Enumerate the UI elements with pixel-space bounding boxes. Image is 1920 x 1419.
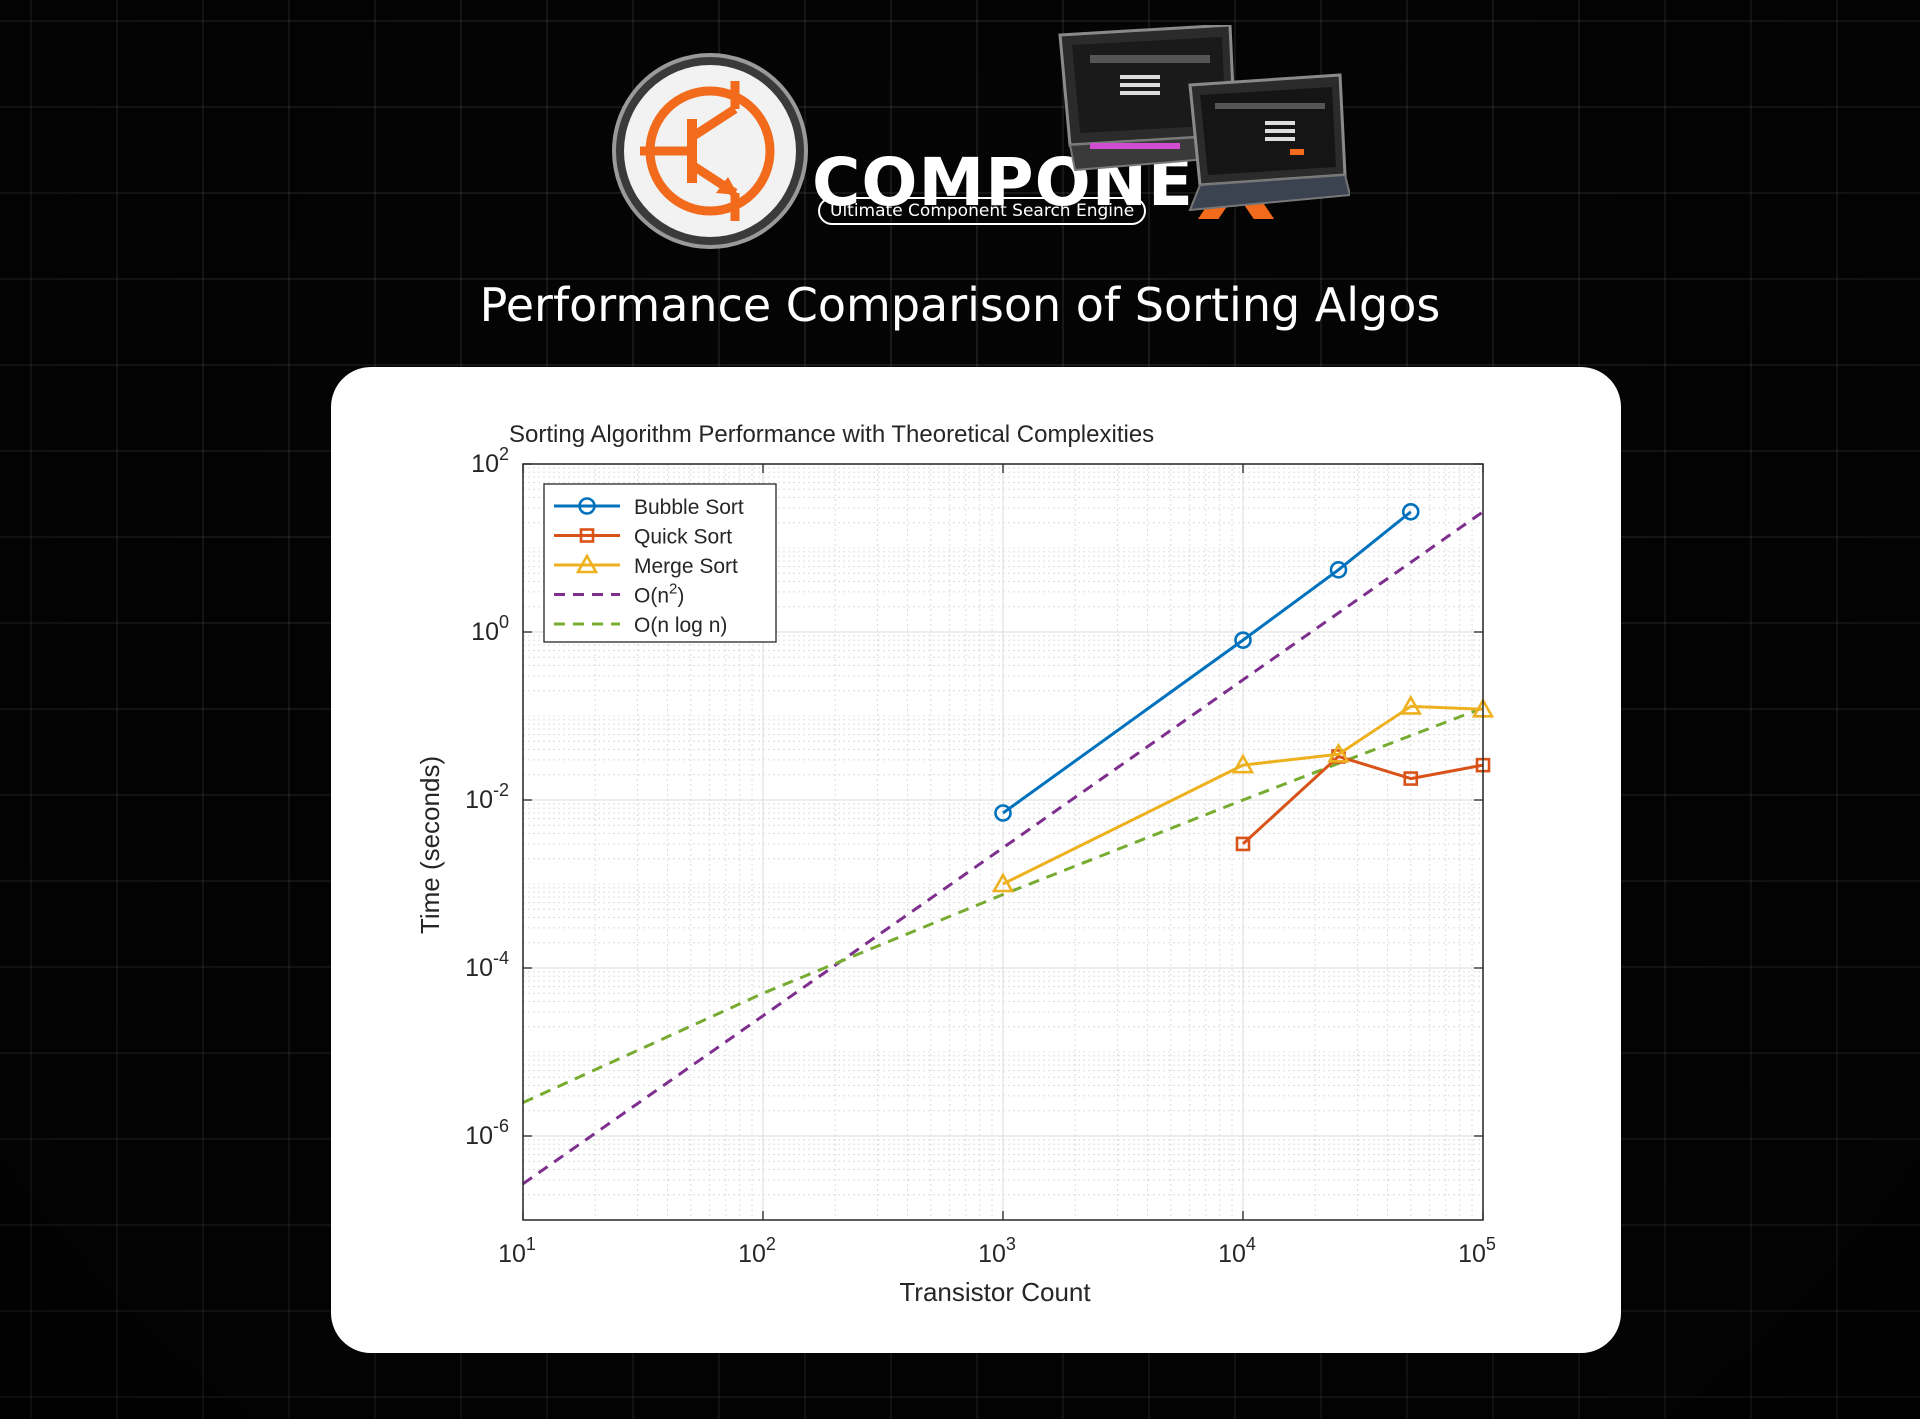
- y-tick-label: 10-2: [465, 780, 509, 814]
- x-tick-label: 104: [1218, 1234, 1256, 1268]
- laptop-icon: [1058, 25, 1350, 212]
- x-tick-exponent: 2: [766, 1234, 776, 1254]
- y-tick-exponent: -4: [493, 948, 509, 968]
- series-line-quick-sort: [1241, 754, 1484, 846]
- x-tick-exponent: 3: [1006, 1234, 1016, 1254]
- y-tick-label: 10-6: [465, 1116, 509, 1150]
- brand-tagline: Ultimate Component Search Engine: [818, 197, 1147, 225]
- series-line-o-n-2: [522, 510, 1484, 1186]
- legend-label-quick-sort: Quick Sort: [634, 526, 732, 549]
- x-tick-exponent: 4: [1246, 1234, 1256, 1254]
- data-point-merge-sort: [1327, 742, 1350, 763]
- y-tick-label: 10-4: [465, 948, 509, 982]
- x-tick-exponent: 1: [526, 1234, 536, 1254]
- legend-marker-bubble-sort: [578, 497, 596, 515]
- y-tick-exponent: -6: [493, 1116, 509, 1136]
- data-point-quick-sort: [1403, 771, 1419, 786]
- legend-label-superscript: 2: [669, 581, 677, 598]
- chart-title: Sorting Algorithm Performance with Theor…: [509, 421, 1154, 448]
- x-tick-label: 105: [1458, 1234, 1496, 1268]
- legend-marker-merge-sort: [575, 553, 599, 574]
- x-tick-exponent: 5: [1486, 1234, 1496, 1254]
- brand-logo: COMPONEX Ultimate Component Search Engin…: [600, 25, 1360, 250]
- data-point-bubble-sort: [1401, 502, 1420, 521]
- series-line-o-n-log-n: [522, 706, 1484, 1104]
- legend-label-o-n-2: O(n2): [634, 581, 684, 608]
- data-point-merge-sort: [991, 872, 1015, 893]
- data-point-merge-sort: [1399, 694, 1422, 715]
- y-tick-label: 100: [471, 612, 509, 646]
- x-axis-label: Transistor Count: [899, 1277, 1091, 1307]
- data-point-merge-sort: [1231, 753, 1255, 774]
- legend-label-tail: ): [677, 585, 684, 608]
- data-point-bubble-sort: [1329, 561, 1348, 579]
- y-tick-exponent: -2: [493, 780, 509, 800]
- y-tick-label: 102: [471, 444, 509, 478]
- series-line-merge-sort: [1002, 704, 1484, 886]
- y-tick-exponent: 2: [499, 444, 509, 464]
- data-point-bubble-sort: [994, 804, 1012, 822]
- legend-marker-quick-sort: [579, 528, 595, 543]
- series-line-bubble-sort: [1002, 510, 1412, 815]
- data-point-bubble-sort: [1234, 631, 1252, 649]
- y-tick-exponent: 0: [499, 612, 509, 632]
- legend: Bubble Sort Quick Sort Merge Sort O(n2) O(n …: [543, 483, 777, 643]
- y-axis-label: Time (seconds): [415, 756, 445, 934]
- chart-card: 101 102 103 104 105 10-6 10-4 10-2 100 102 Sortin…: [331, 367, 1621, 1353]
- page-title: Performance Comparison of Sorting Algos: [479, 278, 1441, 332]
- x-tick-label: 103: [978, 1234, 1016, 1268]
- transistor-icon: [612, 53, 808, 249]
- x-tick-label: 101: [498, 1234, 536, 1268]
- x-tick-label: 102: [738, 1234, 776, 1268]
- legend-label-o-n-log-n: O(n log n): [634, 614, 727, 637]
- legend-label-merge-sort: Merge Sort: [634, 555, 738, 578]
- legend-label-bubble-sort: Bubble Sort: [634, 496, 744, 519]
- data-point-quick-sort: [1235, 836, 1251, 852]
